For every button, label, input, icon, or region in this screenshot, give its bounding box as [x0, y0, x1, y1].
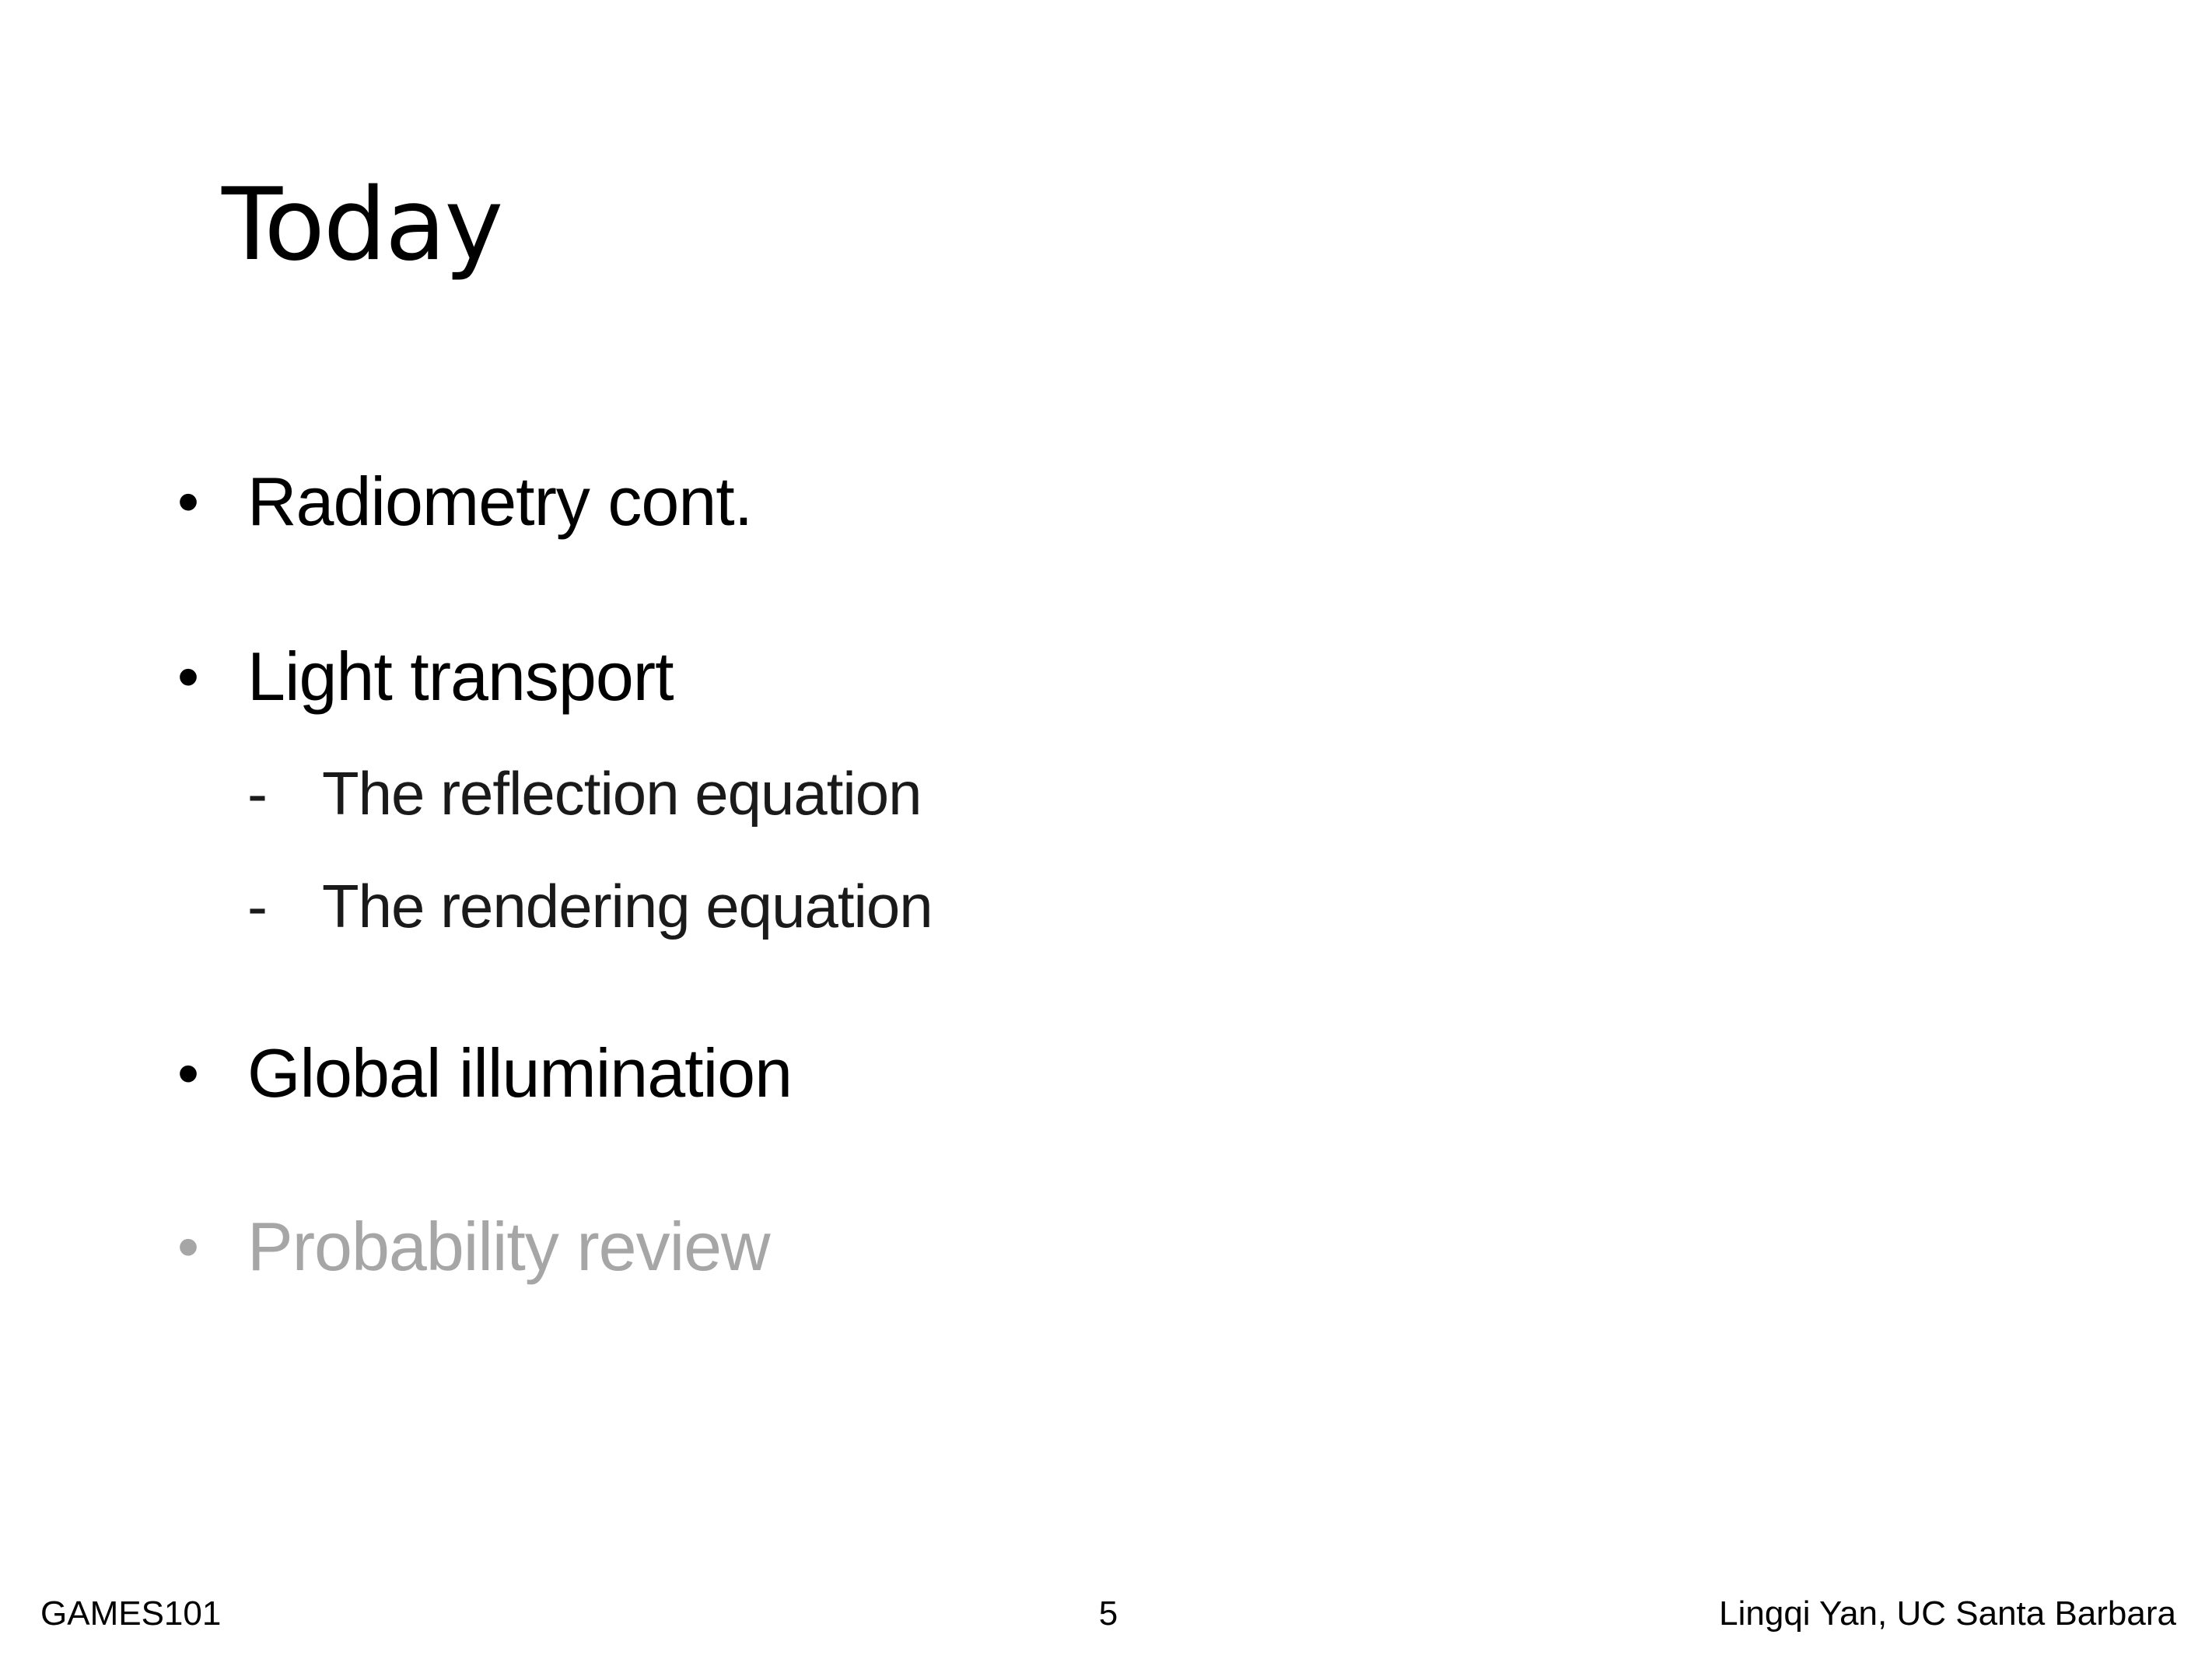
- sub-bullet-text: The reflection equation: [322, 759, 922, 828]
- bullet-text: Light transport: [247, 638, 674, 715]
- sub-bullet-dash: -: [247, 759, 268, 828]
- bullet-dot: •: [177, 642, 200, 711]
- footer-course: GAMES101: [40, 1594, 222, 1633]
- bullet-dot: •: [177, 467, 200, 536]
- sub-bullet-text: The rendering equation: [322, 872, 933, 940]
- slide-title: Today: [222, 167, 503, 283]
- footer-page-number: 5: [1098, 1594, 1118, 1633]
- bullet-text: Probability review: [247, 1208, 771, 1285]
- bullet-text: Global illumination: [247, 1034, 793, 1111]
- sub-bullet-dash: -: [247, 872, 268, 940]
- bullet-dot: •: [177, 1038, 200, 1108]
- bullet-dot: •: [177, 1212, 200, 1281]
- bullet-text: Radiometry cont.: [247, 463, 753, 540]
- footer-author: Lingqi Yan, UC Santa Barbara: [1719, 1594, 2176, 1633]
